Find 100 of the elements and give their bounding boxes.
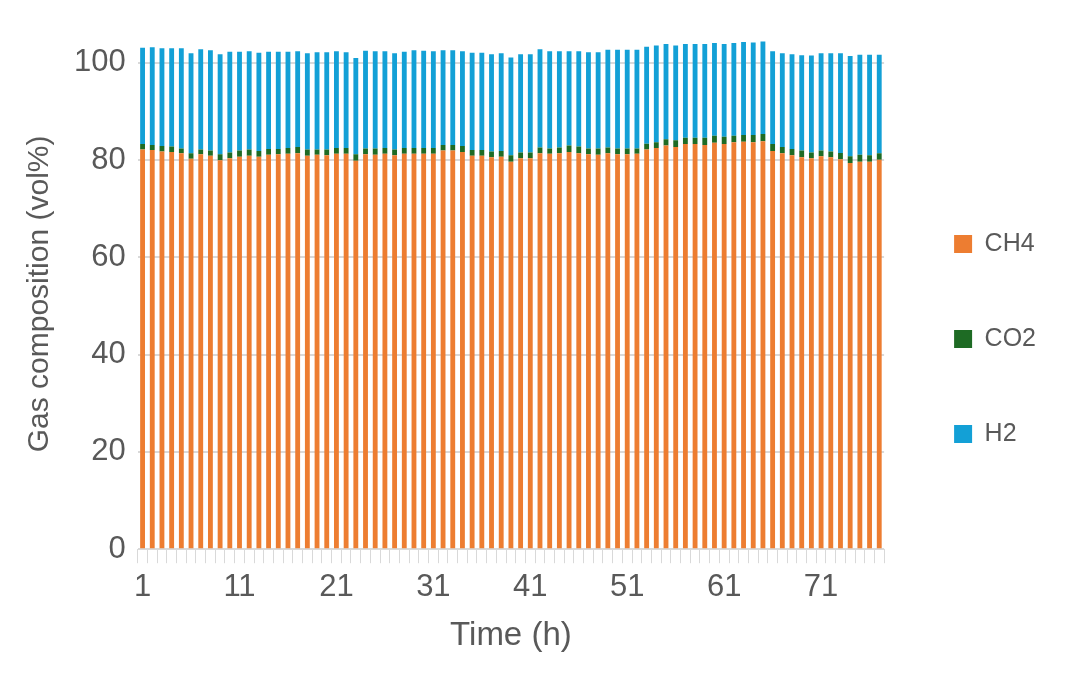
bar: [586, 154, 591, 549]
bar: [721, 43, 727, 137]
bar: [169, 146, 175, 152]
bar: [450, 145, 456, 151]
bar: [741, 141, 746, 549]
bar: [556, 51, 562, 148]
bar: [508, 57, 514, 156]
bar: [595, 154, 601, 549]
bar: [266, 148, 271, 155]
bar: [527, 54, 533, 153]
bar: [314, 149, 320, 155]
bar: [518, 158, 524, 549]
bar: [576, 153, 582, 549]
y-tick-label: 80: [91, 140, 126, 176]
bar: [547, 153, 553, 549]
bar: [392, 155, 398, 549]
bar: [324, 52, 330, 150]
bar: [818, 150, 824, 157]
bar: [304, 53, 310, 150]
bar: [867, 155, 872, 162]
bar: [460, 146, 465, 152]
bar: [595, 52, 601, 149]
bar: [304, 155, 310, 549]
bar: [586, 52, 591, 149]
bar: [702, 145, 708, 549]
bar: [867, 54, 872, 156]
bar: [663, 139, 669, 146]
bar: [208, 50, 213, 151]
bar: [682, 137, 688, 145]
bar: [266, 154, 271, 549]
bar: [779, 153, 785, 549]
bar: [256, 156, 262, 549]
bar: [692, 43, 698, 138]
bar: [460, 51, 465, 147]
bar: [712, 42, 717, 136]
bar: [857, 161, 863, 549]
bar: [779, 53, 785, 148]
bar: [430, 148, 436, 154]
y-tick-label: 20: [91, 432, 126, 468]
bar: [799, 55, 805, 151]
bar: [605, 153, 611, 549]
bar: [615, 154, 620, 549]
bar: [237, 150, 242, 157]
bar: [634, 49, 640, 149]
bar: [149, 145, 155, 150]
bar: [527, 152, 533, 159]
bar: [421, 153, 427, 549]
bar: [188, 153, 194, 159]
bar: [217, 154, 223, 161]
bar: [469, 149, 475, 156]
bar: [624, 49, 630, 149]
bar: [372, 148, 378, 155]
bar: [363, 50, 368, 149]
bar: [731, 142, 737, 549]
bar: [246, 155, 252, 549]
x-tick-label: 61: [706, 568, 742, 604]
bar: [624, 154, 630, 549]
bar: [227, 152, 233, 159]
bar: [653, 148, 659, 549]
bar: [401, 148, 407, 154]
bar: [479, 155, 485, 549]
x-tick-label: 1: [133, 568, 152, 604]
bar: [692, 137, 698, 145]
bar: [644, 149, 650, 549]
bar: [741, 42, 746, 135]
bar: [634, 153, 640, 549]
bar: [838, 159, 843, 549]
bar: [353, 58, 359, 155]
bar: [430, 51, 436, 149]
bar: [750, 42, 756, 135]
bar: [421, 148, 427, 154]
bar: [401, 153, 407, 549]
bar: [334, 148, 339, 154]
bar: [876, 159, 882, 549]
bar: [479, 52, 485, 150]
bar: [140, 144, 145, 150]
bar: [343, 148, 349, 154]
bar: [140, 47, 145, 145]
bar: [508, 155, 514, 162]
bar: [246, 149, 252, 156]
bar: [334, 51, 339, 149]
bar: [847, 56, 853, 157]
bar: [721, 136, 727, 145]
bar: [237, 51, 242, 151]
bar: [275, 51, 281, 149]
bar: [731, 135, 737, 143]
bar: [469, 155, 475, 549]
bar: [847, 156, 853, 164]
bar: [828, 53, 834, 152]
bar: [469, 52, 475, 150]
bar: [799, 157, 805, 549]
bar: [198, 154, 204, 549]
bar: [256, 52, 262, 151]
bar: [246, 51, 252, 150]
bar: [750, 142, 756, 549]
bar: [857, 54, 863, 155]
bar: [692, 144, 698, 549]
bar: [304, 149, 310, 156]
bar: [217, 160, 223, 549]
bar: [208, 155, 213, 549]
